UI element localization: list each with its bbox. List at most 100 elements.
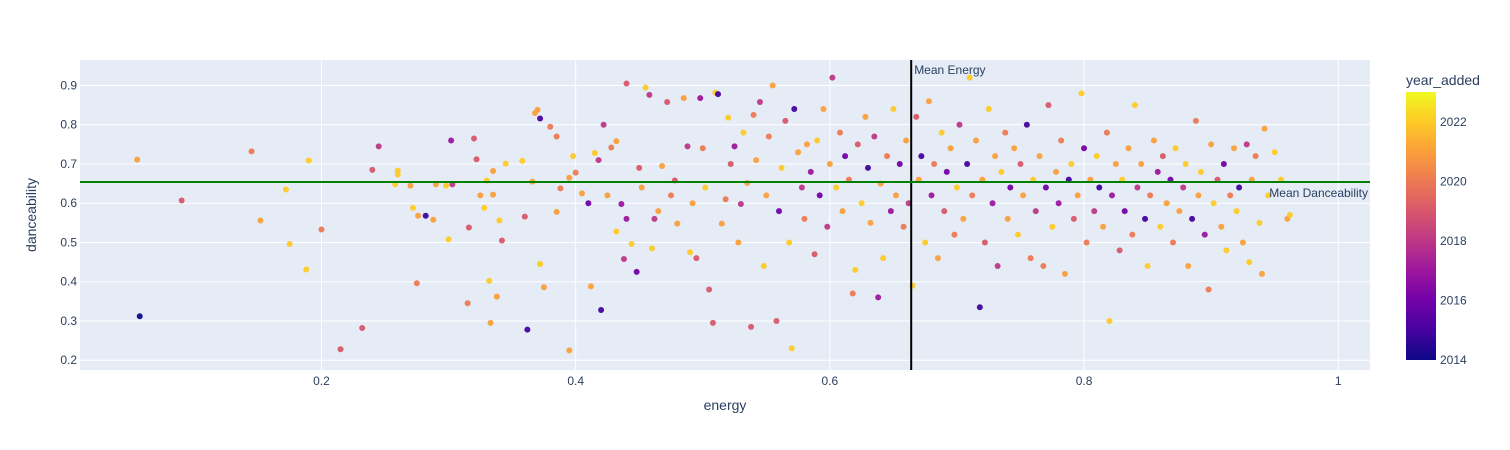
data-point [136,313,143,320]
data-point [887,208,894,215]
data-point [699,145,706,152]
data-point [765,133,772,140]
data-point [1261,125,1268,132]
data-point [725,114,732,121]
data-point [947,145,954,152]
data-point [680,95,687,102]
y-tick-label: 0.6 [60,196,77,210]
data-point [1180,184,1187,191]
data-point [604,192,611,199]
plot-background [80,60,1370,370]
data-point [1121,208,1128,215]
data-point [1210,200,1217,207]
data-point [816,192,823,199]
data-point [566,347,573,354]
data-point [803,141,810,148]
data-point [282,186,289,193]
data-point [989,200,996,207]
data-point [786,239,793,246]
data-point [750,111,757,118]
data-point [537,261,544,268]
data-point [753,157,760,164]
data-point [1227,192,1234,199]
data-point [613,228,620,235]
data-point [702,184,709,191]
x-tick-label: 1 [1335,374,1342,388]
data-point [737,201,744,208]
data-point [941,208,948,215]
data-point [448,137,455,144]
data-point [547,123,554,130]
data-point [852,266,859,273]
data-point [925,98,932,105]
data-point [521,213,528,220]
data-point [409,204,416,211]
colorbar-title: year_added [1406,72,1480,88]
data-point [1083,239,1090,246]
x-tick-label: 0.4 [567,374,584,388]
data-point [875,294,882,301]
data-point [1078,90,1085,97]
data-point [1027,255,1034,262]
data-point [430,216,437,223]
data-point [1032,208,1039,215]
data-point [900,223,907,230]
data-point [486,277,493,284]
y-tick-label: 0.2 [60,353,77,367]
data-point [585,200,592,207]
data-point [858,200,865,207]
data-point [1020,192,1027,199]
data-point [537,115,544,122]
data-point [659,162,666,169]
data-point [1116,247,1123,254]
data-point [286,241,293,248]
y-tick-label: 0.5 [60,235,77,249]
data-point [498,237,505,244]
data-point [1106,317,1113,324]
data-point [465,224,472,231]
data-point [1042,184,1049,191]
data-point [1129,231,1136,238]
data-point [303,266,310,273]
data-point [943,168,950,175]
data-point [490,168,497,175]
colorbar: year_added 2014 2016 2018 2020 2022 [1406,72,1480,367]
data-point [839,208,846,215]
y-tick-label: 0.9 [60,79,77,93]
data-point [1195,192,1202,199]
y-axis-title: danceability [23,178,39,252]
y-tick-label: 0.7 [60,157,77,171]
data-point [788,345,795,352]
data-point [826,160,833,167]
data-point [1231,145,1238,152]
data-point [992,153,999,160]
data-point [740,129,747,136]
data-point [1011,145,1018,152]
data-point [1007,184,1014,191]
data-point [833,184,840,191]
data-point [1036,153,1043,160]
data-point [824,223,831,230]
data-point [493,293,500,300]
data-point [981,239,988,246]
data-point [760,263,767,270]
data-point [1218,223,1225,230]
data-point [1239,239,1246,246]
data-point [811,251,818,258]
data-point [651,215,658,222]
data-point [557,185,564,192]
data-point [1159,153,1166,160]
data-point [1246,259,1253,266]
data-point [684,143,691,150]
data-point [892,192,899,199]
data-point [1093,153,1100,160]
data-point [689,200,696,207]
data-point [820,106,827,113]
data-point [1147,192,1154,199]
data-point [1091,208,1098,215]
data-point [756,98,763,105]
data-point [864,164,871,171]
data-point [960,215,967,222]
